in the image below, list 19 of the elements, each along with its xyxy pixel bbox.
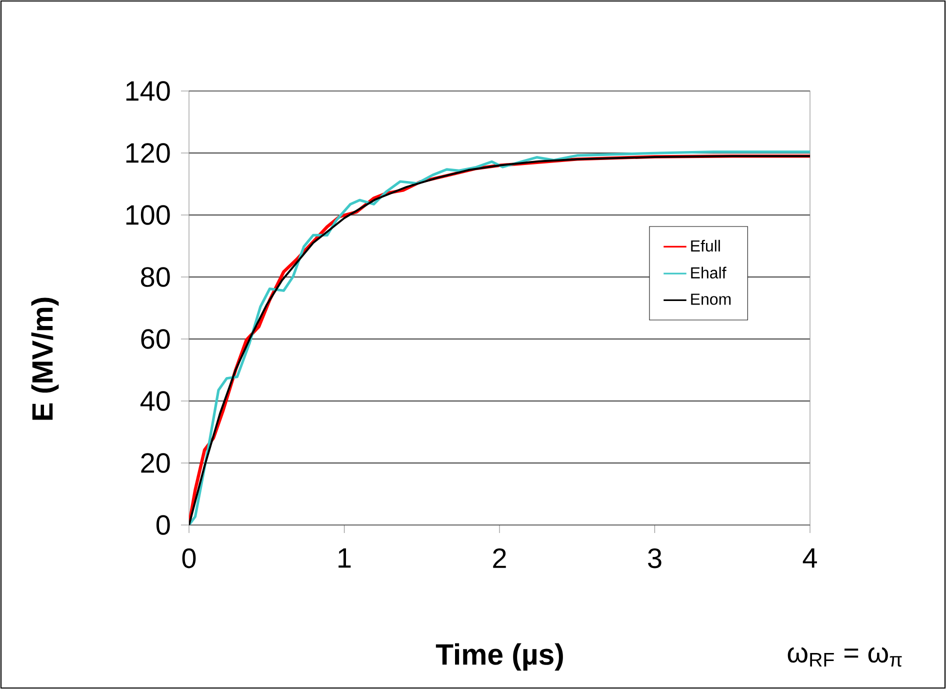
x-tick-label: 2 [493, 548, 506, 568]
x-axis-title: Time (µs) [436, 643, 563, 671]
y-tick-label: 0 [156, 515, 170, 535]
x-tick-label: 3 [648, 548, 662, 568]
legend-label: Efull [691, 240, 720, 252]
y-tick-label: 100 [126, 205, 170, 225]
y-tick-label: 20 [141, 453, 170, 473]
y-tick-label: 60 [141, 329, 170, 349]
y-tick-label: 80 [141, 267, 170, 287]
x-tick-label: 4 [802, 548, 817, 568]
legend-label: Ehalf [691, 266, 726, 279]
y-tick-label: 120 [126, 143, 170, 163]
x-tick-label: 1 [338, 548, 351, 568]
y-tick-label: 40 [140, 391, 170, 411]
y-tick-label: 140 [126, 81, 170, 101]
x-tick-label: 0 [182, 548, 196, 568]
text: ω$_{RF}$ = ω$_{π}$ [788, 647, 902, 667]
y-axis-title: E (MV/m) [31, 298, 59, 420]
legend-label: Enom [691, 294, 731, 305]
